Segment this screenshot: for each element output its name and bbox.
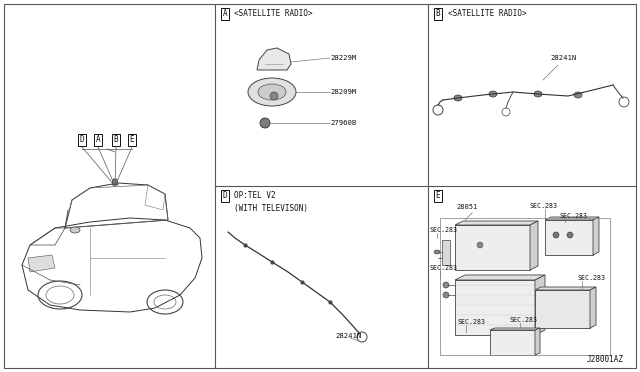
- Polygon shape: [535, 328, 540, 355]
- Polygon shape: [535, 287, 596, 290]
- Text: 28209M: 28209M: [330, 89, 356, 95]
- Text: 28229M: 28229M: [330, 55, 356, 61]
- Ellipse shape: [454, 95, 462, 101]
- Ellipse shape: [248, 78, 296, 106]
- Text: SEC.283: SEC.283: [458, 319, 486, 325]
- Polygon shape: [545, 220, 593, 255]
- Text: A: A: [96, 135, 100, 144]
- Ellipse shape: [534, 91, 542, 97]
- Ellipse shape: [70, 227, 80, 233]
- Polygon shape: [257, 48, 291, 70]
- Text: 27960B: 27960B: [330, 120, 356, 126]
- Text: <SATELLITE RADIO>: <SATELLITE RADIO>: [448, 10, 527, 19]
- Polygon shape: [455, 275, 545, 280]
- Ellipse shape: [567, 232, 573, 238]
- Text: D: D: [80, 135, 84, 144]
- Text: A: A: [223, 10, 227, 19]
- Text: J28001AZ: J28001AZ: [587, 355, 624, 364]
- Ellipse shape: [574, 92, 582, 98]
- Ellipse shape: [260, 118, 270, 128]
- Text: D: D: [223, 192, 227, 201]
- Text: SEC.283: SEC.283: [560, 213, 588, 219]
- Text: OP:TEL V2: OP:TEL V2: [234, 192, 276, 201]
- Text: (WITH TELEVISON): (WITH TELEVISON): [234, 203, 308, 212]
- Text: 28051: 28051: [456, 204, 477, 210]
- Bar: [440, 218, 610, 355]
- Text: E: E: [130, 135, 134, 144]
- Polygon shape: [442, 240, 450, 265]
- Polygon shape: [535, 275, 545, 335]
- Text: SEC.283: SEC.283: [430, 227, 458, 233]
- Ellipse shape: [553, 232, 559, 238]
- Polygon shape: [535, 290, 590, 328]
- Text: B: B: [436, 10, 440, 19]
- Polygon shape: [530, 221, 538, 270]
- Text: 28241N: 28241N: [335, 333, 361, 339]
- Ellipse shape: [443, 292, 449, 298]
- Text: SEC.283: SEC.283: [530, 203, 558, 209]
- Text: 28241N: 28241N: [550, 55, 576, 61]
- Text: SEC.283: SEC.283: [510, 317, 538, 323]
- Polygon shape: [590, 287, 596, 328]
- Polygon shape: [490, 330, 535, 355]
- Ellipse shape: [477, 242, 483, 248]
- Text: SEC.283: SEC.283: [430, 265, 458, 271]
- Polygon shape: [112, 179, 118, 185]
- Polygon shape: [490, 328, 540, 330]
- Ellipse shape: [443, 282, 449, 288]
- Ellipse shape: [489, 91, 497, 97]
- Text: B: B: [114, 135, 118, 144]
- Polygon shape: [455, 221, 538, 225]
- Text: <SATELLITE RADIO>: <SATELLITE RADIO>: [234, 10, 312, 19]
- Text: E: E: [436, 192, 440, 201]
- Polygon shape: [455, 225, 530, 270]
- Polygon shape: [28, 255, 55, 272]
- Ellipse shape: [434, 250, 440, 254]
- Polygon shape: [455, 280, 535, 335]
- Polygon shape: [593, 217, 599, 255]
- Text: SEC.283: SEC.283: [578, 275, 606, 281]
- Polygon shape: [545, 217, 599, 220]
- Ellipse shape: [258, 84, 286, 100]
- Ellipse shape: [270, 92, 278, 100]
